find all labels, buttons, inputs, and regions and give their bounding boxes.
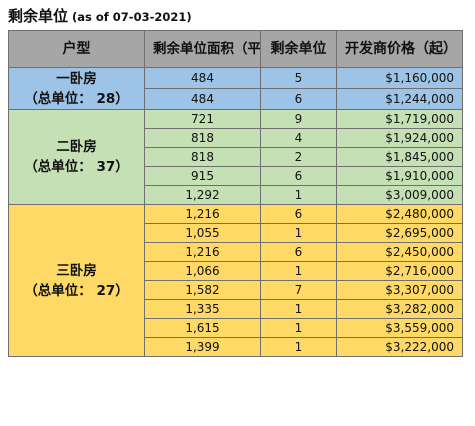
- price-cell: $3,009,000: [336, 185, 463, 205]
- remaining-units-table: 户型 剩余单位面积（平方尺） 剩余单位 开发商价格（起） 一卧房 （总单位： 28…: [8, 30, 463, 357]
- area-cell: 1,399: [144, 337, 261, 357]
- units-cell: 5: [260, 67, 337, 89]
- price-cell: $1,910,000: [336, 166, 463, 186]
- table-row: 一卧房 （总单位： 28） 484 5 $1,160,000: [8, 67, 463, 110]
- title-date: (as of 07-03-2021): [68, 10, 192, 24]
- header-price: 开发商价格（起）: [336, 30, 463, 68]
- area-cell: 818: [144, 147, 261, 167]
- price-cell: $1,924,000: [336, 128, 463, 148]
- table-row: 二卧房 （总单位： 37） 721 9 $1,719,000: [8, 109, 463, 205]
- table-row: 1,399 1 $3,222,000: [9, 337, 463, 357]
- price-cell: $3,282,000: [336, 299, 463, 319]
- table-row: 1,615 1 $3,559,000: [9, 318, 463, 338]
- units-cell: 7: [260, 280, 337, 300]
- price-cell: $2,480,000: [336, 204, 463, 224]
- price-cell: $1,160,000: [336, 67, 463, 89]
- page-title: 剩余单位 (as of 07-03-2021): [8, 6, 192, 26]
- header-type: 户型: [8, 30, 145, 68]
- area-cell: 818: [144, 128, 261, 148]
- units-cell: 1: [260, 337, 337, 357]
- unit-type-name: 三卧房: [56, 262, 97, 279]
- price-cell: $1,719,000: [336, 109, 463, 129]
- table-row: 三卧房 （总单位： 27） 1,216 6 $2,480,000: [8, 204, 463, 357]
- area-cell: 484: [144, 67, 261, 89]
- units-cell: 4: [260, 128, 337, 148]
- unit-type-total: （总单位： 27）: [24, 282, 129, 299]
- header-units: 剩余单位: [260, 30, 337, 68]
- area-cell: 1,055: [144, 223, 261, 243]
- table-row: 915 6 $1,910,000: [9, 166, 463, 186]
- table-row: 1,216 6 $2,450,000: [9, 242, 463, 262]
- units-cell: 1: [260, 318, 337, 338]
- header-row: 户型 剩余单位面积（平方尺） 剩余单位 开发商价格（起）: [8, 30, 463, 68]
- units-cell: 6: [260, 166, 337, 186]
- price-cell: $2,695,000: [336, 223, 463, 243]
- area-cell: 1,066: [144, 261, 261, 281]
- price-cell: $3,559,000: [336, 318, 463, 338]
- price-cell: $2,716,000: [336, 261, 463, 281]
- unit-type-three-bedroom: 三卧房 （总单位： 27）: [8, 204, 145, 357]
- price-cell: $2,450,000: [336, 242, 463, 262]
- units-cell: 2: [260, 147, 337, 167]
- area-cell: 1,335: [144, 299, 261, 319]
- price-cell: $3,307,000: [336, 280, 463, 300]
- unit-type-name: 二卧房: [56, 139, 97, 155]
- unit-type-one-bedroom: 一卧房 （总单位： 28）: [8, 67, 145, 110]
- area-cell: 1,216: [144, 204, 261, 224]
- table-row: 1,582 7 $3,307,000: [9, 280, 463, 300]
- price-cell: $3,222,000: [336, 337, 463, 357]
- units-cell: 6: [260, 242, 337, 262]
- units-cell: 6: [260, 88, 337, 110]
- title-main: 剩余单位: [8, 7, 69, 25]
- table-body: 一卧房 （总单位： 28） 484 5 $1,160,000 484 6 $1,244,000…: [8, 67, 463, 357]
- units-cell: 9: [260, 109, 337, 129]
- unit-type-name: 一卧房: [56, 70, 97, 87]
- units-cell: 1: [260, 185, 337, 205]
- area-cell: 484: [144, 88, 261, 110]
- area-cell: 1,292: [144, 185, 261, 205]
- area-cell: 1,582: [144, 280, 261, 300]
- area-cell: 915: [144, 166, 261, 186]
- units-cell: 1: [260, 223, 337, 243]
- table-row: 1,055 1 $2,695,000: [9, 223, 463, 243]
- units-cell: 6: [260, 204, 337, 224]
- area-cell: 1,615: [144, 318, 261, 338]
- units-cell: 1: [260, 261, 337, 281]
- table-row: 818 4 $1,924,000: [9, 128, 463, 148]
- area-cell: 1,216: [144, 242, 261, 262]
- price-cell: $1,244,000: [336, 88, 463, 110]
- table-row: 1,292 1 $3,009,000: [9, 185, 463, 205]
- units-cell: 1: [260, 299, 337, 319]
- header-area: 剩余单位面积（平方尺）: [144, 30, 261, 68]
- unit-type-two-bedroom: 二卧房 （总单位： 37）: [8, 109, 145, 205]
- price-cell: $1,845,000: [336, 147, 463, 167]
- unit-type-total: （总单位： 37）: [24, 159, 129, 175]
- unit-type-total: （总单位： 28）: [24, 90, 129, 107]
- area-cell: 721: [144, 109, 261, 129]
